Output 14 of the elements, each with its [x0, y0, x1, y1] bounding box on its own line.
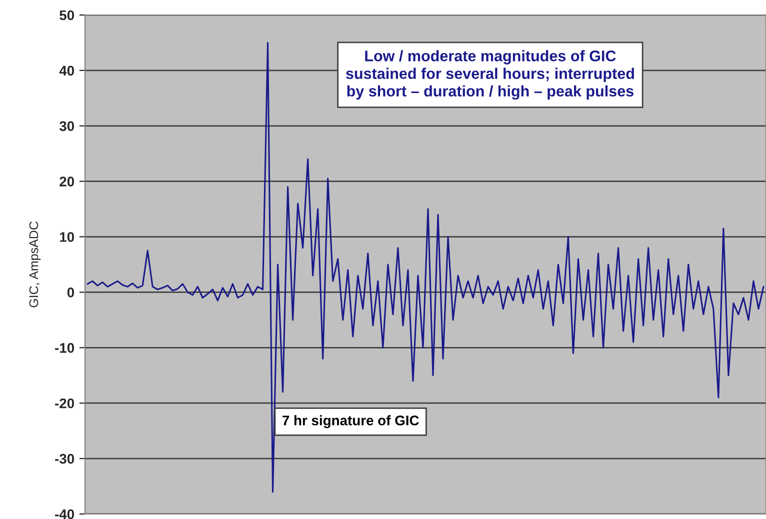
y-tick-label: 50: [60, 10, 74, 20]
line-series: [86, 42, 764, 493]
annotation: 7 hr signature of GIC: [282, 415, 419, 428]
y-tick-label: -20: [55, 398, 74, 408]
y-tick-label: -30: [55, 454, 74, 464]
y-tick-label: 40: [59, 66, 74, 76]
y-tick-label: 10: [60, 232, 74, 242]
y-tick-label: 20: [60, 176, 74, 187]
annotation: Low / moderate magnitudes of GIC sustained for several hours; interrupted by short – duration / high – peak pulses: [346, 50, 634, 100]
y-axis-title: GIC, AmpsADC: [29, 222, 41, 308]
y-tick-label: 30: [59, 121, 74, 132]
y-tick-label: -10: [55, 343, 74, 353]
y-tick-label: 0: [67, 288, 74, 298]
y-tick-label: -40: [55, 509, 74, 519]
